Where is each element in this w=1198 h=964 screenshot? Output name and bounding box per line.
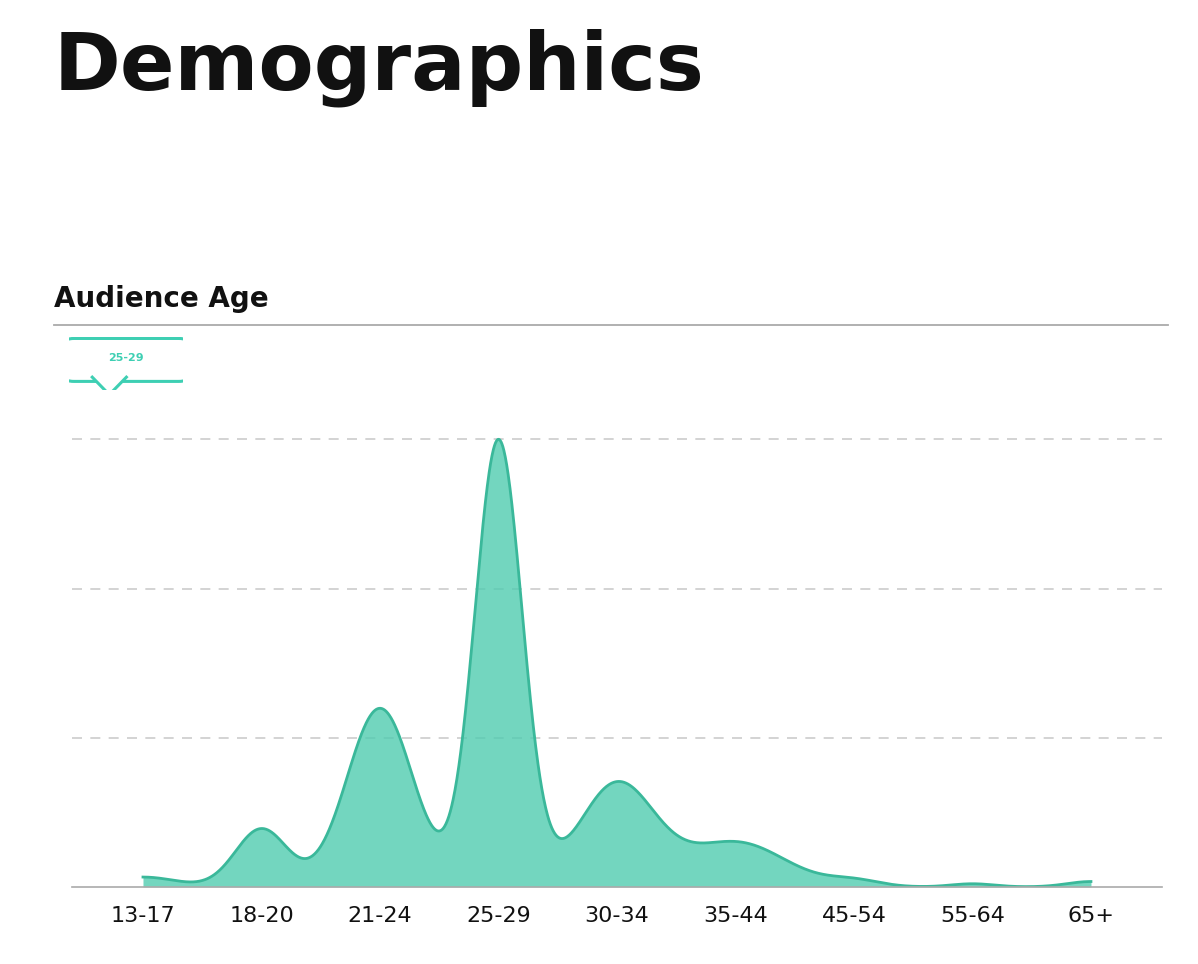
Text: 25-29: 25-29 bbox=[109, 353, 144, 362]
Text: Demographics: Demographics bbox=[54, 29, 704, 107]
Text: Audience Age: Audience Age bbox=[54, 285, 268, 313]
Polygon shape bbox=[92, 377, 127, 394]
FancyBboxPatch shape bbox=[65, 338, 188, 382]
